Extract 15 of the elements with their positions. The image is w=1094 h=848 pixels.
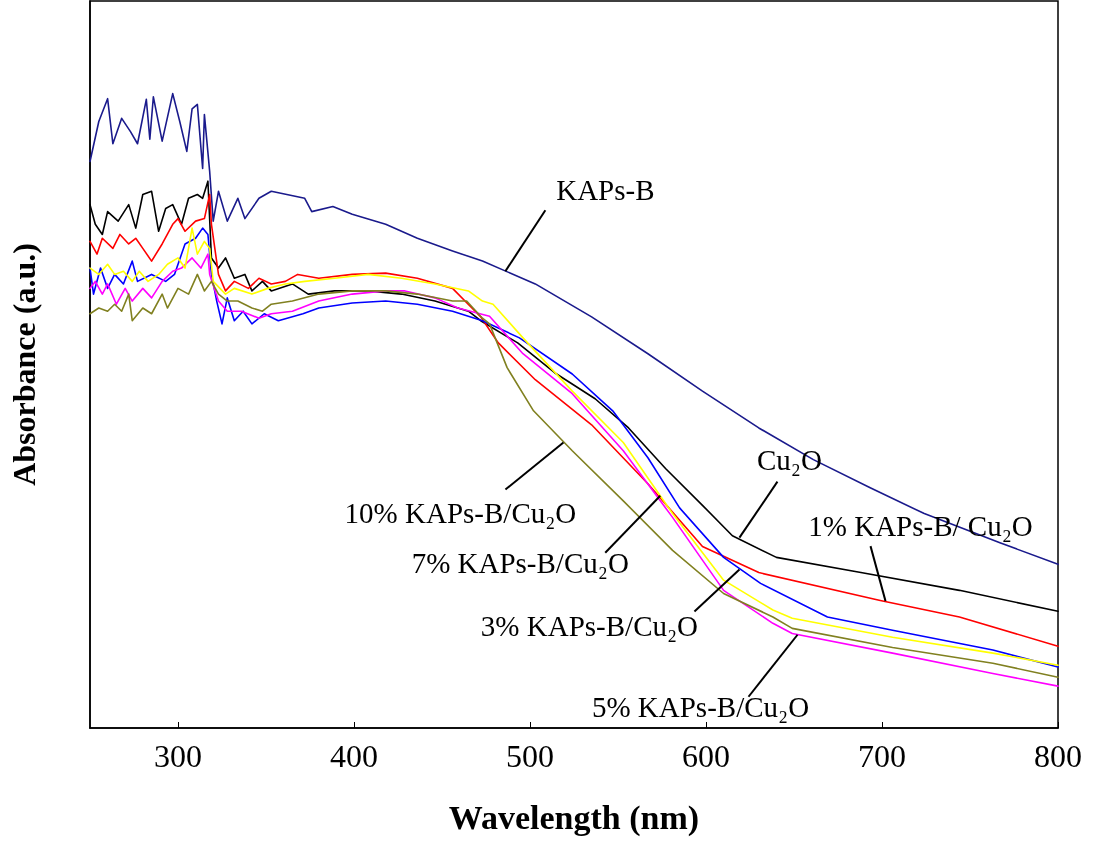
annotation: KAPs-B: [556, 174, 655, 207]
annotation: 5% KAPs-B/Cu₂O: [591, 690, 810, 723]
x-axis-title: Wavelength (nm): [448, 798, 700, 837]
x-tick-label: 400: [330, 738, 378, 774]
x-tick-label: 700: [858, 738, 906, 774]
x-tick-label: 800: [1034, 738, 1082, 774]
x-tick-label: 300: [154, 738, 202, 774]
annotation: 3% KAPs-B/Cu₂O: [480, 610, 699, 643]
annotation: 7% KAPs-B/Cu₂O: [411, 546, 629, 579]
x-tick-label: 500: [506, 738, 554, 774]
annotation: 1% KAPs-B/ Cu₂O: [808, 510, 1033, 543]
annotation: 10% KAPs-B/Cu₂O: [344, 496, 577, 529]
x-tick-label: 600: [682, 738, 730, 774]
y-axis-title: Absorbance (a.u.): [6, 243, 42, 486]
annotation: Cu₂O: [756, 443, 822, 476]
